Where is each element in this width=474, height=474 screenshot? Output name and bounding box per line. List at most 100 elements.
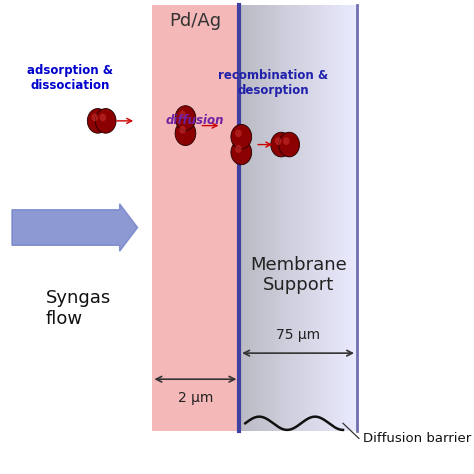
Bar bbox=[300, 5, 301, 431]
Circle shape bbox=[91, 113, 98, 121]
Circle shape bbox=[235, 129, 242, 137]
Bar bbox=[272, 5, 273, 431]
Circle shape bbox=[179, 110, 186, 118]
Bar bbox=[354, 5, 356, 431]
Text: 2 μm: 2 μm bbox=[178, 391, 213, 405]
Circle shape bbox=[275, 137, 282, 145]
Bar bbox=[266, 5, 268, 431]
Circle shape bbox=[95, 109, 116, 133]
Bar bbox=[294, 5, 296, 431]
Bar bbox=[326, 5, 328, 431]
Bar bbox=[283, 5, 285, 431]
Bar bbox=[251, 5, 253, 431]
Bar bbox=[302, 5, 304, 431]
Circle shape bbox=[231, 125, 252, 149]
Bar bbox=[337, 5, 338, 431]
Text: recombination &
desorption: recombination & desorption bbox=[218, 69, 328, 97]
Bar bbox=[338, 5, 340, 431]
Bar bbox=[276, 5, 278, 431]
Bar bbox=[248, 5, 250, 431]
Bar bbox=[245, 5, 247, 431]
Bar bbox=[264, 5, 266, 431]
Bar bbox=[310, 5, 312, 431]
Bar bbox=[241, 5, 243, 431]
Text: Syngas
flow: Syngas flow bbox=[46, 289, 111, 328]
Bar bbox=[333, 5, 335, 431]
Circle shape bbox=[100, 113, 106, 121]
Circle shape bbox=[175, 121, 196, 146]
Bar bbox=[291, 5, 292, 431]
Bar bbox=[301, 5, 303, 431]
Bar bbox=[350, 5, 351, 431]
Bar bbox=[254, 5, 256, 431]
Text: diffusion: diffusion bbox=[165, 114, 224, 128]
Bar bbox=[344, 5, 346, 431]
Bar bbox=[152, 5, 239, 431]
Bar bbox=[317, 5, 319, 431]
Bar bbox=[282, 5, 284, 431]
Bar bbox=[351, 5, 353, 431]
Bar bbox=[257, 5, 259, 431]
Bar bbox=[356, 5, 357, 431]
Bar bbox=[348, 5, 350, 431]
Bar bbox=[323, 5, 325, 431]
Text: Membrane
Support: Membrane Support bbox=[250, 255, 346, 294]
Text: Pd/Ag: Pd/Ag bbox=[169, 12, 221, 30]
Text: 75 μm: 75 μm bbox=[276, 328, 320, 342]
Text: Diffusion barrier: Diffusion barrier bbox=[363, 432, 471, 445]
Circle shape bbox=[179, 126, 186, 134]
Bar bbox=[286, 5, 288, 431]
Bar bbox=[242, 5, 244, 431]
Circle shape bbox=[231, 140, 252, 165]
Bar bbox=[263, 5, 264, 431]
Bar bbox=[307, 5, 309, 431]
Bar bbox=[279, 5, 281, 431]
Bar bbox=[292, 5, 294, 431]
Bar bbox=[288, 5, 290, 431]
Bar bbox=[313, 5, 315, 431]
Bar bbox=[244, 5, 246, 431]
Bar bbox=[253, 5, 255, 431]
Circle shape bbox=[283, 137, 290, 145]
Bar bbox=[319, 5, 320, 431]
Bar bbox=[258, 5, 260, 431]
FancyArrow shape bbox=[12, 204, 137, 251]
Bar bbox=[274, 5, 276, 431]
Bar bbox=[335, 5, 337, 431]
Bar bbox=[255, 5, 257, 431]
Bar bbox=[285, 5, 287, 431]
Bar bbox=[261, 5, 263, 431]
Bar bbox=[332, 5, 334, 431]
Bar bbox=[260, 5, 262, 431]
Circle shape bbox=[175, 106, 196, 130]
Bar bbox=[250, 5, 251, 431]
Bar bbox=[305, 5, 307, 431]
Bar bbox=[239, 5, 241, 431]
Circle shape bbox=[279, 132, 300, 157]
Bar bbox=[353, 5, 355, 431]
Bar bbox=[297, 5, 299, 431]
Bar bbox=[320, 5, 322, 431]
Bar bbox=[246, 5, 248, 431]
Bar bbox=[339, 5, 341, 431]
Bar bbox=[270, 5, 272, 431]
Bar bbox=[281, 5, 283, 431]
Circle shape bbox=[87, 109, 108, 133]
Bar bbox=[316, 5, 318, 431]
Bar bbox=[342, 5, 344, 431]
Bar bbox=[304, 5, 306, 431]
Circle shape bbox=[235, 145, 242, 153]
Bar bbox=[311, 5, 313, 431]
Bar bbox=[267, 5, 269, 431]
Bar bbox=[329, 5, 331, 431]
Bar bbox=[269, 5, 271, 431]
Text: adsorption &
dissociation: adsorption & dissociation bbox=[27, 64, 113, 92]
Bar bbox=[330, 5, 332, 431]
Bar bbox=[341, 5, 343, 431]
Bar bbox=[309, 5, 310, 431]
Bar bbox=[345, 5, 347, 431]
Bar bbox=[273, 5, 275, 431]
Bar bbox=[328, 5, 329, 431]
Bar bbox=[295, 5, 297, 431]
Bar bbox=[314, 5, 316, 431]
